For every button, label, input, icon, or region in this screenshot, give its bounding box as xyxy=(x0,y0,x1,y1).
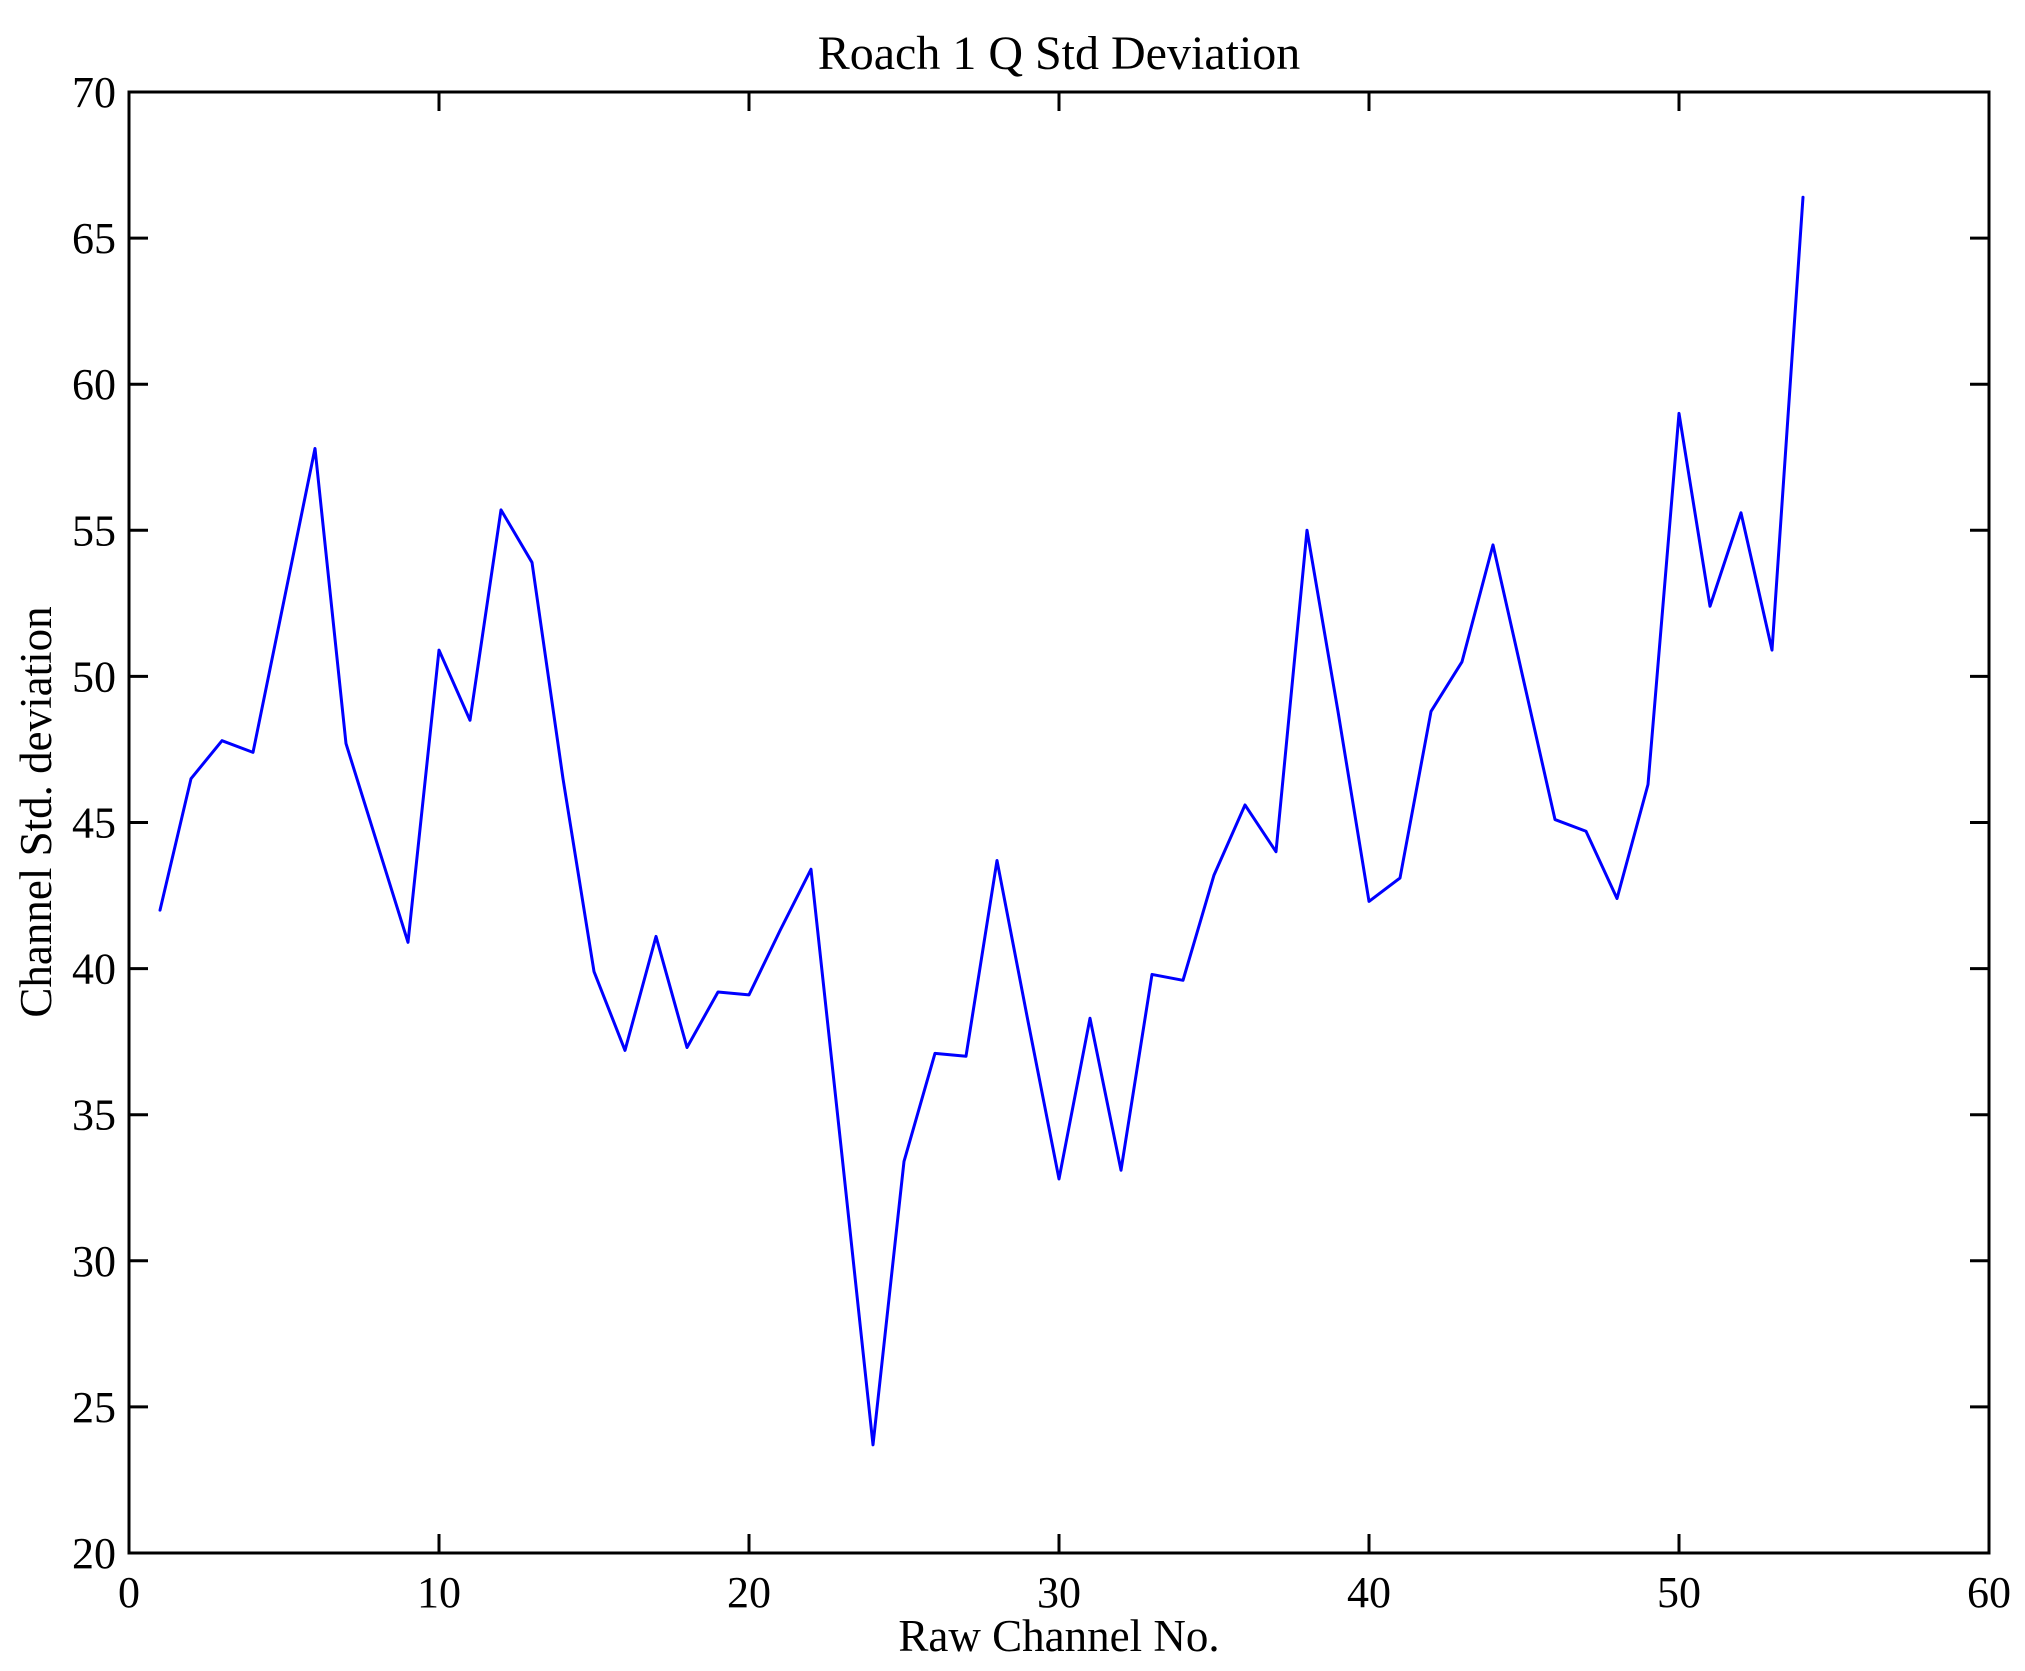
x-tick-label: 20 xyxy=(727,1568,771,1617)
y-axis-ticks xyxy=(129,90,1989,1555)
x-axis-label: Raw Channel No. xyxy=(898,1611,1220,1661)
x-tick-label: 10 xyxy=(417,1568,461,1617)
y-tick-label: 50 xyxy=(72,652,116,701)
y-tick-label: 70 xyxy=(72,68,116,117)
x-axis-ticks xyxy=(127,92,1991,1553)
y-tick-label: 60 xyxy=(72,360,116,409)
y-tick-label: 20 xyxy=(72,1529,116,1578)
x-axis-tick-labels: 0 10 20 30 40 50 60 xyxy=(118,1568,2011,1617)
chart-title: Roach 1 Q Std Deviation xyxy=(817,27,1301,80)
y-tick-label: 25 xyxy=(72,1383,116,1432)
y-tick-label: 30 xyxy=(72,1237,116,1286)
y-tick-label: 40 xyxy=(72,945,116,994)
x-tick-label: 30 xyxy=(1037,1568,1081,1617)
y-tick-label: 55 xyxy=(72,506,116,555)
data-line xyxy=(158,195,1805,1447)
y-tick-label: 65 xyxy=(72,214,116,263)
x-tick-label: 50 xyxy=(1657,1568,1701,1617)
y-axis-tick-labels: 20 25 30 35 40 45 50 55 60 65 70 xyxy=(72,68,116,1578)
x-tick-label: 0 xyxy=(118,1568,140,1617)
x-tick-label: 60 xyxy=(1967,1568,2011,1617)
x-tick-label: 40 xyxy=(1347,1568,1391,1617)
y-tick-label: 45 xyxy=(72,799,116,848)
plot-frame xyxy=(127,90,1991,1555)
y-tick-label: 35 xyxy=(72,1091,116,1140)
